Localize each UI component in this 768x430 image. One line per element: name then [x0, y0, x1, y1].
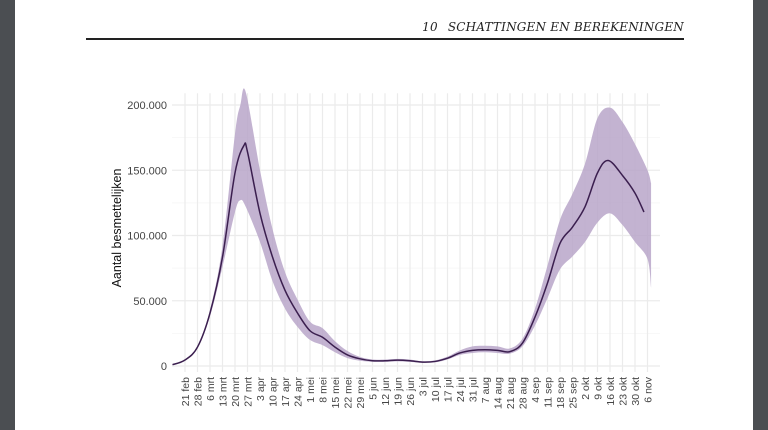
x-tick-label: 26 jun: [405, 377, 417, 406]
x-tick-label: 15 mei: [330, 377, 342, 409]
confidence-band: [172, 88, 652, 365]
x-tick-label: 6 mrt: [205, 377, 217, 401]
x-tick-label: 28 feb: [193, 377, 205, 406]
x-tick-label: 24 jul: [455, 377, 467, 402]
y-axis-ticks: 0 50.000 100.000 150.000 200.000: [127, 100, 167, 373]
confidence-band-area: [172, 88, 652, 365]
x-tick-label: 12 jun: [380, 377, 392, 406]
x-tick-label: 17 apr: [280, 377, 292, 407]
chapter-title: SCHATTINGEN EN BEREKENINGEN: [447, 20, 684, 34]
x-tick-label: 21 feb: [180, 377, 192, 406]
x-tick-label: 24 apr: [293, 377, 305, 407]
y-tick-label: 200.000: [127, 100, 167, 112]
header-rule: [86, 38, 684, 40]
x-tick-label: 9 okt: [593, 377, 605, 400]
x-tick-label: 7 aug: [480, 377, 492, 403]
x-tick-label: 16 okt: [605, 377, 617, 406]
x-tick-label: 28 aug: [518, 377, 530, 409]
x-tick-label: 3 apr: [255, 377, 267, 401]
x-tick-label: 17 jul: [443, 377, 455, 402]
y-tick-label: 0: [161, 361, 167, 373]
x-tick-label: 21 aug: [505, 377, 517, 409]
x-tick-label: 29 mei: [355, 377, 367, 409]
estimate-line-path: [172, 142, 645, 366]
x-tick-label: 4 sep: [530, 377, 542, 403]
y-axis-label: Aantal besmettelijken: [110, 169, 124, 288]
x-tick-label: 3 jul: [418, 377, 430, 396]
x-tick-label: 20 mrt: [230, 377, 242, 407]
x-tick-label: 23 okt: [618, 377, 630, 406]
y-tick-label: 50.000: [133, 296, 167, 308]
x-tick-label: 8 mei: [318, 377, 330, 403]
x-tick-label: 11 sep: [543, 377, 555, 408]
running-header: 10 SCHATTINGEN EN BEREKENINGEN: [86, 20, 684, 34]
chapter-number: 10: [422, 20, 438, 34]
x-tick-label: 31 jul: [468, 377, 480, 402]
y-tick-label: 150.000: [127, 165, 167, 177]
x-axis-ticks: 21 feb 28 feb 6 mrt 13 mrt 20 mrt 27 mrt 3 apr…: [180, 376, 655, 409]
x-tick-label: 18 sep: [555, 377, 567, 409]
x-tick-label: 19 jun: [393, 377, 405, 406]
x-tick-label: 30 okt: [630, 377, 642, 406]
x-tick-label: 10 apr: [268, 377, 280, 407]
estimate-line: [172, 142, 645, 366]
y-tick-label: 100.000: [127, 231, 167, 243]
x-tick-label: 1 mei: [305, 377, 317, 403]
x-tick-label: 6 nov: [643, 376, 655, 402]
x-tick-label: 2 okt: [580, 377, 592, 400]
x-tick-label: 10 jul: [430, 377, 442, 402]
x-tick-label: 27 mrt: [243, 377, 255, 407]
x-tick-label: 13 mrt: [218, 377, 230, 407]
x-tick-label: 25 sep: [568, 377, 580, 409]
x-tick-label: 14 aug: [493, 377, 505, 409]
x-tick-label: 5 jun: [368, 377, 380, 400]
x-tick-label: 22 mei: [343, 377, 355, 409]
